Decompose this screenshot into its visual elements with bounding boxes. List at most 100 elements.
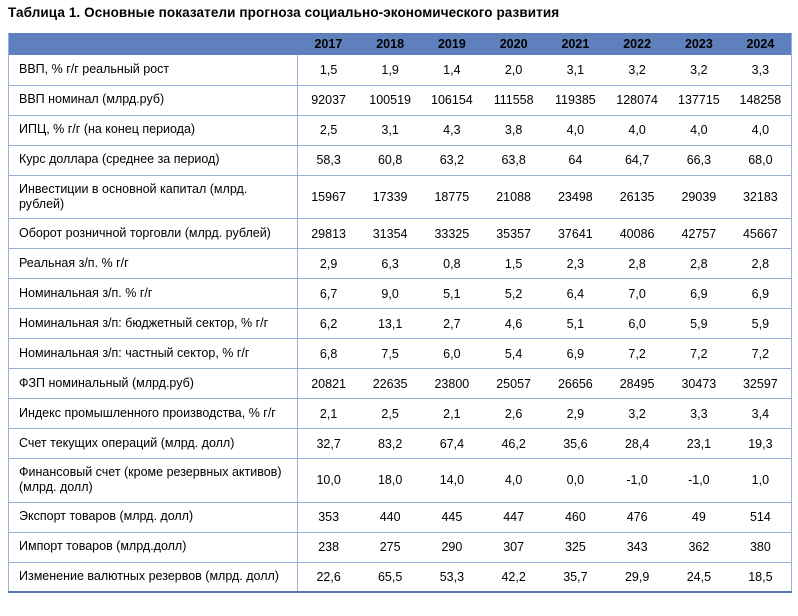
indicator-value: 2,9 — [297, 248, 360, 279]
indicator-label: Импорт товаров (млрд.долл) — [8, 531, 298, 562]
table-row: Инвестиции в основной капитал (млрд. руб… — [8, 174, 792, 219]
indicator-value: 3,8 — [482, 114, 545, 145]
indicator-value: 2,8 — [668, 248, 730, 279]
header-year: 2018 — [359, 33, 421, 55]
indicator-value: 119385 — [544, 84, 607, 115]
table-row: Номинальная з/п. % г/г 6,7 9,0 5,1 5,2 6,4 7,0… — [8, 278, 792, 309]
indicator-value: 2,3 — [544, 248, 607, 279]
table-row: Номинальная з/п: частный сектор, % г/г 6,… — [8, 338, 792, 369]
table-row: ИПЦ, % г/г (на конец периода) 2,5 3,1 4,3 3,… — [8, 114, 792, 145]
indicator-value: 21088 — [482, 174, 545, 219]
table-row: Реальная з/п. % г/г 2,9 6,3 0,8 1,5 2,3 2,8 2,8… — [8, 248, 792, 279]
indicator-value: 6,4 — [544, 278, 607, 309]
indicator-value: 447 — [482, 501, 545, 532]
table-row: Оборот розничной торговли (млрд. рублей)… — [8, 218, 792, 249]
indicator-value: 6,7 — [297, 278, 360, 309]
indicator-value: 3,3 — [668, 398, 730, 429]
header-year: 2023 — [668, 33, 730, 55]
indicator-value: 380 — [729, 531, 792, 562]
indicator-value: 2,6 — [482, 398, 545, 429]
indicator-label: Номинальная з/п: бюджетный сектор, % г/г — [8, 308, 298, 339]
table-row: ФЗП номинальный (млрд.руб) 20821 22635 2380… — [8, 368, 792, 399]
indicator-label: Номинальная з/п. % г/г — [8, 278, 298, 309]
indicator-value: 60,8 — [359, 144, 421, 175]
indicator-value: 32597 — [729, 368, 792, 399]
header-row: 2017 2018 2019 2020 2021 2022 2023 2024 — [8, 33, 792, 55]
indicator-label: ВВП номинал (млрд.руб) — [8, 84, 298, 115]
indicator-label: Экспорт товаров (млрд. долл) — [8, 501, 298, 532]
indicator-value: 29039 — [668, 174, 730, 219]
indicator-value: 35357 — [482, 218, 545, 249]
indicator-value: 440 — [359, 501, 421, 532]
indicator-label: ВВП, % г/г реальный рост — [8, 55, 298, 85]
indicator-value: 5,1 — [544, 308, 607, 339]
indicator-value: 24,5 — [668, 561, 730, 592]
indicator-value: 7,2 — [606, 338, 668, 369]
indicator-value: 28495 — [606, 368, 668, 399]
indicator-value: 13,1 — [359, 308, 421, 339]
indicator-value: 4,0 — [544, 114, 607, 145]
indicator-value: 45667 — [729, 218, 792, 249]
indicator-value: 15967 — [297, 174, 360, 219]
indicator-value: 4,0 — [606, 114, 668, 145]
indicator-value: 23498 — [544, 174, 607, 219]
indicator-value: 5,2 — [482, 278, 545, 309]
indicator-value: 275 — [359, 531, 421, 562]
indicator-value: 445 — [421, 501, 483, 532]
indicator-label: ФЗП номинальный (млрд.руб) — [8, 368, 298, 399]
indicator-value: 29,9 — [606, 561, 668, 592]
indicator-value: 137715 — [668, 84, 730, 115]
indicator-value: 2,7 — [421, 308, 483, 339]
indicator-value: 3,2 — [606, 55, 668, 85]
indicator-label: Инвестиции в основной капитал (млрд. руб… — [8, 174, 298, 219]
indicator-value: 5,9 — [668, 308, 730, 339]
table-header: 2017 2018 2019 2020 2021 2022 2023 2024 — [8, 33, 792, 55]
table-row: Экспорт товаров (млрд. долл) 353 440 445 447… — [8, 501, 792, 532]
indicator-value: 35,7 — [544, 561, 607, 592]
indicator-value: 22635 — [359, 368, 421, 399]
header-year: 2019 — [421, 33, 483, 55]
indicator-value: 2,8 — [606, 248, 668, 279]
indicator-value: 5,9 — [729, 308, 792, 339]
indicator-value: 63,2 — [421, 144, 483, 175]
indicator-value: 3,1 — [359, 114, 421, 145]
indicator-value: 26135 — [606, 174, 668, 219]
indicator-value: 64 — [544, 144, 607, 175]
indicator-value: 37641 — [544, 218, 607, 249]
indicator-value: 128074 — [606, 84, 668, 115]
indicator-value: 4,0 — [482, 458, 545, 502]
indicator-label: ИПЦ, % г/г (на конец периода) — [8, 114, 298, 145]
indicator-value: 106154 — [421, 84, 483, 115]
indicator-label: Финансовый счет (кроме резервных активов… — [8, 458, 298, 502]
indicator-value: 2,8 — [729, 248, 792, 279]
indicator-value: 22,6 — [297, 561, 360, 592]
indicator-value: 83,2 — [359, 428, 421, 459]
indicator-value: 5,4 — [482, 338, 545, 369]
indicator-value: 66,3 — [668, 144, 730, 175]
indicator-value: -1,0 — [606, 458, 668, 502]
indicator-value: 6,9 — [668, 278, 730, 309]
indicator-value: 238 — [297, 531, 360, 562]
indicator-value: 14,0 — [421, 458, 483, 502]
indicator-value: 5,1 — [421, 278, 483, 309]
indicator-value: 514 — [729, 501, 792, 532]
indicator-value: 6,2 — [297, 308, 360, 339]
indicator-value: 353 — [297, 501, 360, 532]
forecast-indicators-table: 2017 2018 2019 2020 2021 2022 2023 2024 … — [8, 33, 792, 593]
indicator-value: 2,1 — [421, 398, 483, 429]
table-row: Индекс промышленного производства, % г/г… — [8, 398, 792, 429]
indicator-value: 10,0 — [297, 458, 360, 502]
indicator-value: 1,5 — [482, 248, 545, 279]
indicator-value: 68,0 — [729, 144, 792, 175]
indicator-value: 20821 — [297, 368, 360, 399]
indicator-value: 53,3 — [421, 561, 483, 592]
indicator-label: Оборот розничной торговли (млрд. рублей) — [8, 218, 298, 249]
indicator-value: 26656 — [544, 368, 607, 399]
indicator-value: 307 — [482, 531, 545, 562]
indicator-label: Курс доллара (среднее за период) — [8, 144, 298, 175]
indicator-label: Номинальная з/п: частный сектор, % г/г — [8, 338, 298, 369]
indicator-value: 4,3 — [421, 114, 483, 145]
indicator-value: 3,1 — [544, 55, 607, 85]
header-year: 2021 — [544, 33, 607, 55]
